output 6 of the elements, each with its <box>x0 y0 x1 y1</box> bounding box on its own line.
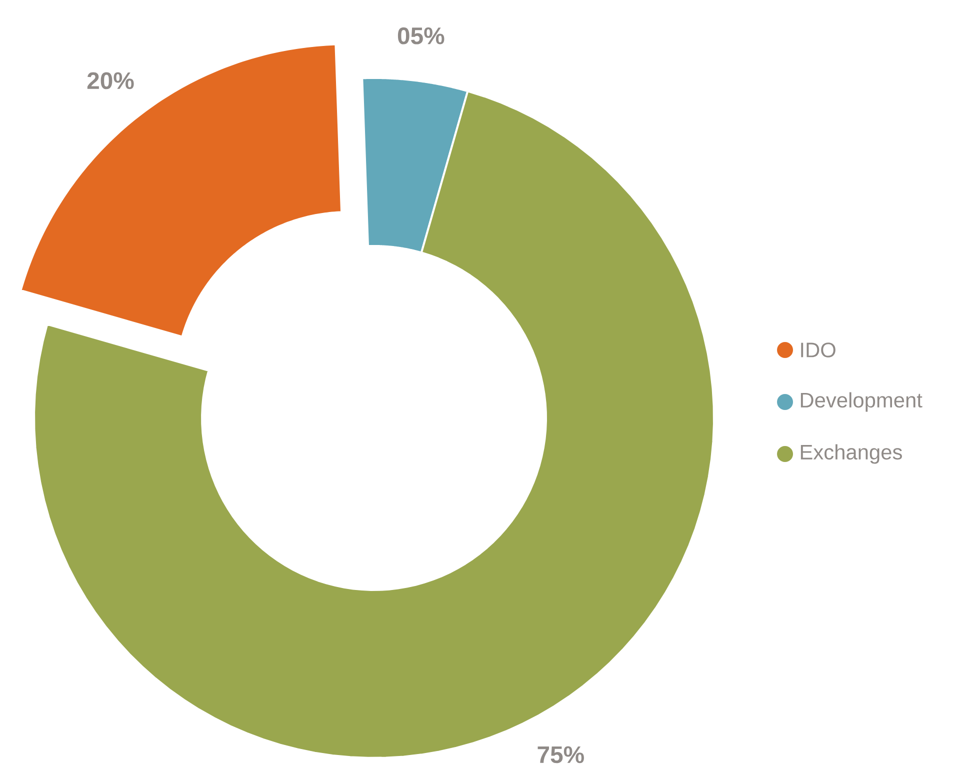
legend-label: Exchanges <box>800 444 902 464</box>
legend-label: IDO <box>801 342 836 358</box>
data-label: 05% <box>398 27 444 44</box>
data-label: 20% <box>87 72 134 90</box>
legend-label: Development <box>800 392 922 412</box>
data-label: 75% <box>538 746 584 764</box>
